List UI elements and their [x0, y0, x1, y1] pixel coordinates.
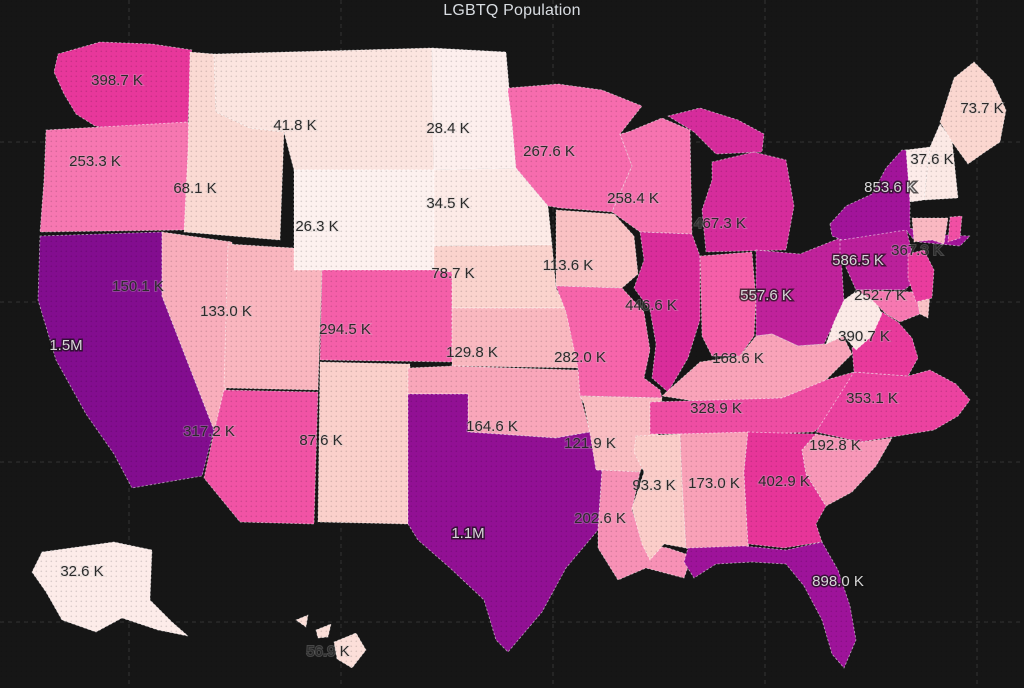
state-NE[interactable]: [433, 244, 567, 309]
state-ND[interactable]: [431, 47, 517, 171]
state-KS[interactable]: [451, 307, 579, 369]
state-IN[interactable]: [699, 251, 757, 357]
state-CO[interactable]: [319, 269, 453, 363]
state-shape-KS[interactable]: [451, 307, 579, 369]
state-shape-NE[interactable]: [433, 244, 567, 309]
state-shape-AL[interactable]: [679, 431, 755, 563]
state-RI[interactable]: [947, 215, 963, 243]
state-CT[interactable]: [911, 217, 949, 245]
state-shape-ND[interactable]: [431, 47, 517, 171]
state-NM[interactable]: [317, 361, 411, 525]
state-AL[interactable]: [679, 431, 755, 563]
state-WY[interactable]: [293, 169, 435, 271]
state-OR[interactable]: [39, 121, 197, 233]
state-shape-IN[interactable]: [699, 251, 757, 357]
state-shape-WY[interactable]: [293, 169, 435, 271]
state-shape-CT[interactable]: [911, 217, 949, 245]
state-shape-CO[interactable]: [319, 269, 453, 363]
state-shape-OR[interactable]: [39, 121, 197, 233]
state-shape-RI[interactable]: [947, 215, 963, 243]
state-shape-NM[interactable]: [317, 361, 411, 525]
state-shape-MI[interactable]: [701, 151, 795, 253]
chart-title: LGBTQ Population: [443, 2, 581, 19]
